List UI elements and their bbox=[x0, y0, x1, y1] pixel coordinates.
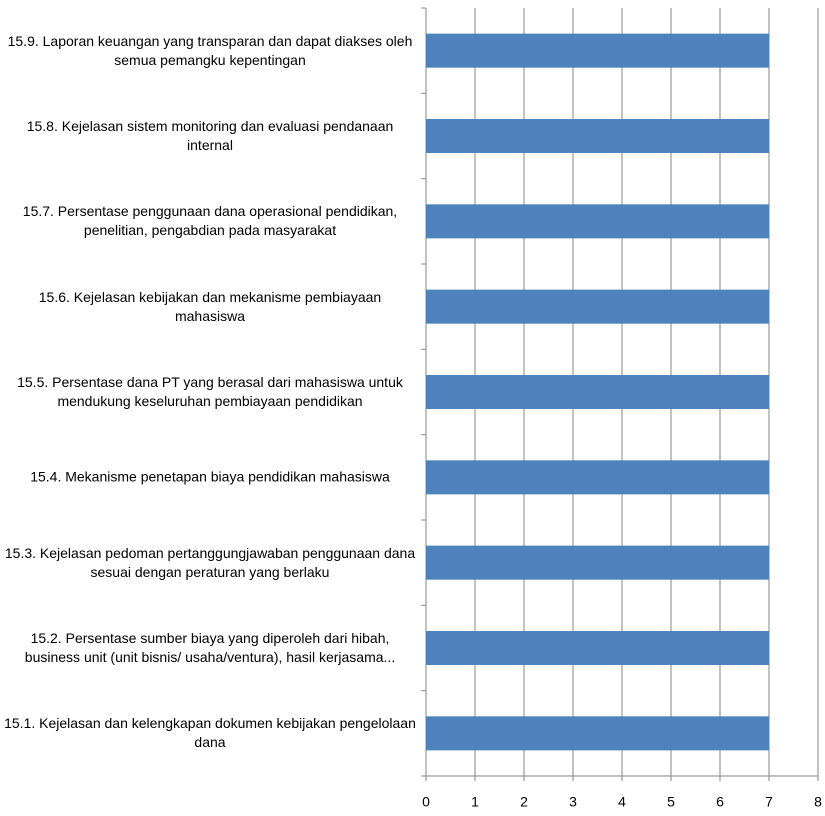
x-tick-label: 4 bbox=[618, 794, 626, 810]
x-tick-label: 0 bbox=[422, 794, 430, 810]
y-tick-label: 15.4. Mekanisme penetapan biaya pendidik… bbox=[30, 468, 390, 485]
y-tick-label: 15.6. Kejelasan kebijakan dan mekanisme … bbox=[38, 288, 382, 324]
bar bbox=[426, 545, 769, 580]
x-tick-label: 8 bbox=[814, 794, 822, 810]
x-tick-label: 1 bbox=[471, 794, 479, 810]
x-tick-label: 6 bbox=[716, 794, 724, 810]
bar bbox=[426, 375, 769, 409]
bar bbox=[426, 119, 769, 153]
bar bbox=[426, 204, 769, 239]
x-tick-label: 3 bbox=[569, 794, 577, 810]
y-tick-label: 15.1. Kejelasan dan kelengkapan dokumen … bbox=[4, 715, 416, 751]
bar bbox=[426, 460, 769, 495]
bar bbox=[426, 289, 769, 324]
y-tick-label: 15.5. Persentase dana PT yang berasal da… bbox=[17, 374, 403, 409]
bar bbox=[426, 716, 769, 751]
x-tick-label: 2 bbox=[520, 794, 528, 810]
x-tick-label: 5 bbox=[667, 794, 675, 810]
bar bbox=[426, 33, 769, 68]
y-tick-label: 15.2. Persentase sumber biaya yang diper… bbox=[24, 630, 396, 665]
x-tick-label: 7 bbox=[765, 794, 773, 810]
y-tick-label: 15.7. Persentase penggunaan dana operasi… bbox=[22, 203, 398, 239]
y-tick-label: 15.3. Kejelasan pedoman pertanggungjawab… bbox=[4, 544, 416, 580]
y-tick-label: 15.8. Kejelasan sistem monitoring dan ev… bbox=[26, 118, 394, 153]
y-tick-label: 15.9. Laporan keuangan yang transparan d… bbox=[7, 32, 413, 68]
bar bbox=[426, 631, 769, 665]
